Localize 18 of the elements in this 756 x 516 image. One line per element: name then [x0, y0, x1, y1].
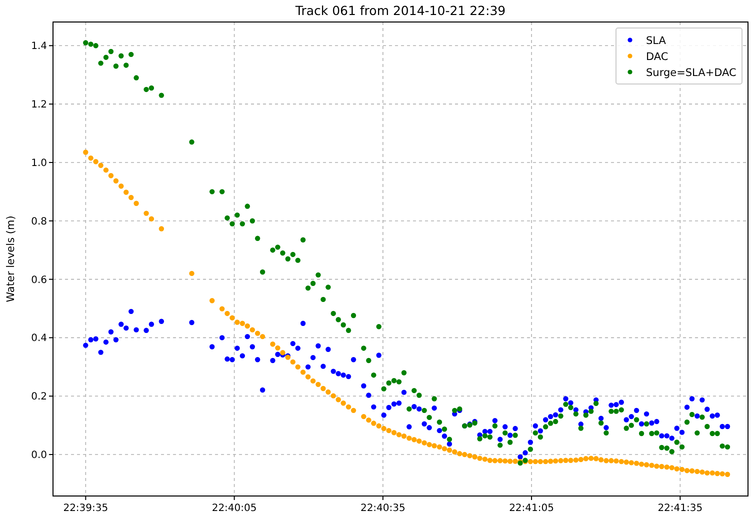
y-tick-label: 0.6: [31, 274, 47, 286]
y-tick-label: 0.2: [31, 392, 47, 403]
y-axis-title: Water levels (m): [5, 216, 17, 302]
chart-title: Track 061 from 2014-10-21 22:39: [294, 3, 506, 18]
legend-label: DAC: [646, 51, 668, 63]
x-tick-label: 22:39:35: [63, 503, 108, 514]
legend-label: Surge=SLA+DAC: [646, 67, 736, 79]
y-tick-label: 0.8: [31, 216, 47, 228]
y-tick-label: 1.2: [31, 100, 47, 111]
y-tick-label: 0.0: [31, 450, 47, 462]
x-tick-label: 22:40:35: [360, 503, 406, 514]
y-tick-label: 1.0: [31, 158, 47, 169]
legend-label: SLA: [646, 35, 667, 47]
x-tick-label: 22:40:05: [212, 503, 257, 514]
x-tick-label: 22:41:05: [509, 503, 554, 514]
x-tick-label: 22:41:35: [658, 503, 703, 514]
y-tick-label: 1.4: [31, 41, 47, 52]
y-tick-label: 0.4: [31, 333, 47, 344]
